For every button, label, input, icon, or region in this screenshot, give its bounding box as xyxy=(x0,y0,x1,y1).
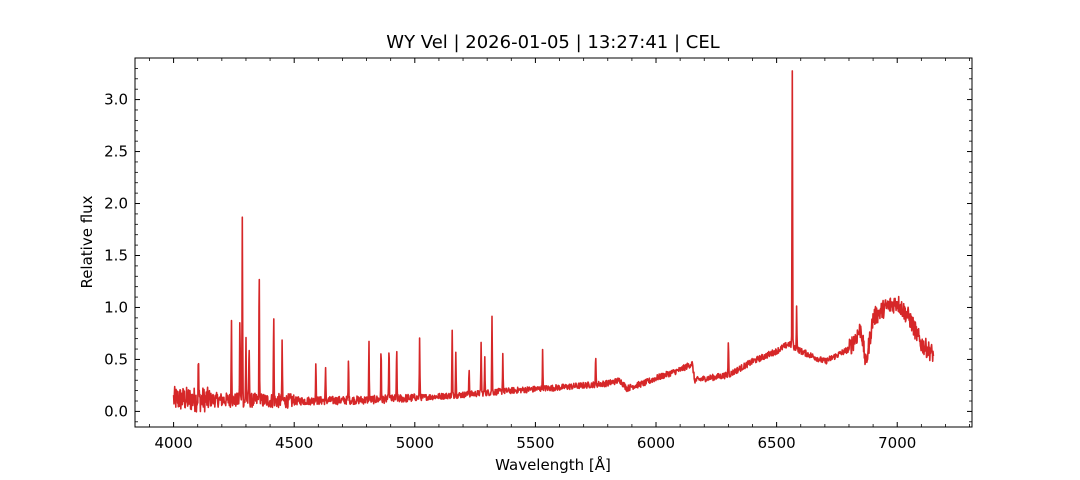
x-tick-label: 5500 xyxy=(516,434,554,452)
x-tick-label: 6500 xyxy=(758,434,796,452)
spectrum-line xyxy=(172,70,935,413)
axis-ticks: 4000 4500 5000 5500 6000 6500 7000 0.0 0.5 1.0 1.5… xyxy=(104,58,972,452)
x-tick-label: 6000 xyxy=(637,434,675,452)
y-tick-label: 2.0 xyxy=(104,195,128,213)
y-tick-label: 0.5 xyxy=(104,350,128,368)
y-tick-label: 3.0 xyxy=(104,91,128,109)
y-tick-label: 1.0 xyxy=(104,298,128,316)
x-axis-label: Wavelength [Å] xyxy=(495,455,611,474)
plot-frame xyxy=(134,57,973,428)
chart-title: WY Vel | 2026-01-05 | 13:27:41 | CEL xyxy=(386,32,719,53)
plot-area xyxy=(172,70,935,413)
x-tick-label: 7000 xyxy=(878,434,916,452)
x-tick-label: 4000 xyxy=(154,434,192,452)
y-tick-label: 0.0 xyxy=(104,402,128,420)
y-axis-label: Relative flux xyxy=(78,195,96,288)
y-tick-label: 2.5 xyxy=(104,143,128,161)
x-tick-label: 4500 xyxy=(275,434,313,452)
y-tick-label: 1.5 xyxy=(104,246,128,264)
x-tick-label: 5000 xyxy=(396,434,434,452)
